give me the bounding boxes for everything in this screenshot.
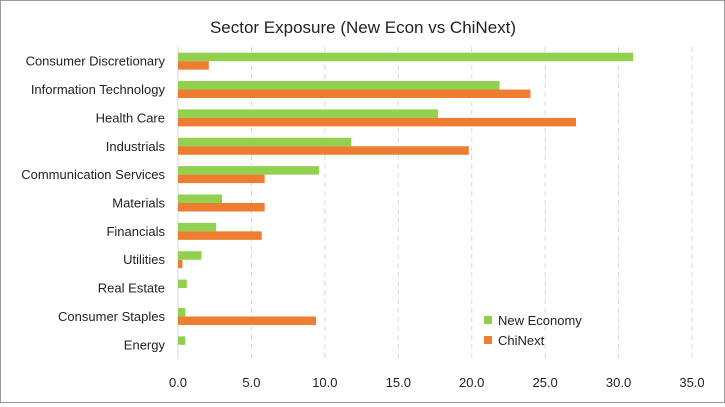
category-label: Consumer Staples [58,309,165,324]
bar-chinext [178,203,265,212]
x-tick-label: 25.0 [532,375,557,390]
bar-new-economy [178,166,319,175]
bar-chinext [178,61,209,70]
category-label: Materials [112,196,165,211]
bar-new-economy [178,109,438,118]
bar-chinext [178,316,317,325]
x-axis-tick-labels: 0.0 5.0 10.0 15.0 20.0 25.0 30.0 35.0 [169,375,705,390]
x-tick-label: 0.0 [169,375,187,390]
bar-new-economy [178,336,186,345]
bar-new-economy [178,52,634,62]
category-label: Energy [124,337,166,352]
bar-new-economy [178,279,187,289]
category-label: Industrials [106,139,166,154]
bar-new-economy [178,251,202,260]
bar-new-economy [178,137,352,147]
bar-chinext [178,146,469,155]
bar-new-economy [178,81,500,90]
x-tick-label: 15.0 [386,375,411,390]
category-label: Consumer Discretionary [26,54,166,69]
bar-new-economy [178,307,186,317]
legend: New Economy ChiNext [484,313,582,348]
legend-label: New Economy [498,313,582,328]
legend-label: ChiNext [498,333,545,348]
category-label: Information Technology [31,82,166,97]
bar-chinext [178,117,576,127]
x-tick-label: 20.0 [459,375,484,390]
category-label: Financials [106,224,165,239]
bar-chinext [178,174,265,184]
bars [178,52,634,345]
bar-chinext [178,231,262,240]
legend-swatch [484,316,492,324]
x-tick-label: 35.0 [679,375,704,390]
category-label: Real Estate [98,281,165,296]
chart-title: Sector Exposure (New Econ vs ChiNext) [210,18,516,37]
x-tick-label: 30.0 [606,375,631,390]
bar-new-economy [178,194,223,203]
bar-chinext [178,89,531,99]
bar-chinext [178,259,183,269]
category-labels: Consumer Discretionary Information Techno… [21,54,165,353]
category-label: Communication Services [21,167,165,182]
x-tick-label: 5.0 [242,375,260,390]
bar-new-economy [178,222,217,232]
category-label: Utilities [123,252,165,267]
legend-swatch [484,336,492,344]
x-tick-label: 10.0 [312,375,337,390]
category-label: Health Care [96,110,165,125]
